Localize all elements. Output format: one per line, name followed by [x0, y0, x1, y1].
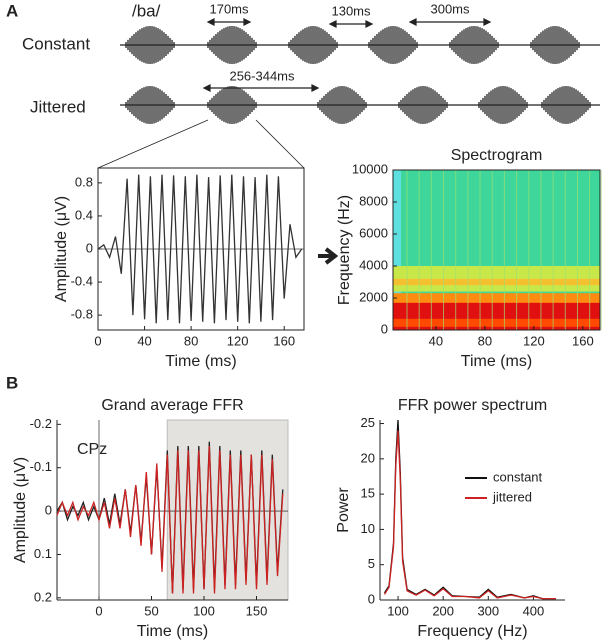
row-label: Jittered	[30, 97, 86, 116]
x-axis-label: Time (ms)	[165, 353, 236, 370]
y-tick-label: 2000	[359, 289, 388, 304]
y-tick-label: -0.2	[30, 416, 52, 431]
y-tick-label: -0.1	[30, 459, 52, 474]
x-axis-label: Time (ms)	[461, 353, 532, 370]
x-tick-label: 80	[184, 333, 198, 348]
arrows	[97, 18, 492, 265]
spectrogram-band	[393, 318, 600, 327]
y-tick-label: 0	[45, 503, 52, 518]
y-tick-label: 4000	[359, 257, 388, 272]
x-tick-label: 40	[137, 333, 151, 348]
y-tick-label: 0	[86, 240, 93, 255]
y-tick-label: -0.8	[71, 307, 93, 322]
y-tick-label: 8000	[359, 193, 388, 208]
x-tick-label: 80	[478, 333, 492, 348]
interval-label: 256-344ms	[229, 68, 295, 83]
x-tick-label: 160	[273, 333, 295, 348]
x-tick-label: 300	[477, 603, 499, 618]
interval-label: 170ms	[209, 1, 249, 16]
x-axis-label: Frequency (Hz)	[417, 623, 527, 640]
interval-label: 130ms	[331, 3, 371, 18]
y-tick-label: 0.4	[75, 207, 93, 222]
x-tick-label: 150	[246, 603, 268, 618]
y-tick-label: 10	[361, 521, 375, 536]
y-axis-label: Power	[335, 487, 352, 533]
data-line	[383, 419, 556, 600]
legend-label: jittered	[492, 489, 532, 504]
chart-title: Grand average FFR	[101, 397, 243, 414]
stimulus-burst	[478, 86, 528, 124]
row-label: Constant	[22, 34, 90, 53]
plot-frame	[392, 169, 601, 331]
x-tick-label: 0	[94, 333, 101, 348]
panel-label: A	[6, 1, 18, 20]
data-line	[383, 430, 556, 600]
y-tick-label: 15	[361, 486, 375, 501]
y-tick-label: 6000	[359, 225, 388, 240]
stimulus-burst	[207, 26, 257, 64]
x-tick-label: 0	[95, 603, 102, 618]
syllable-label: /ba/	[132, 1, 161, 20]
y-axis-label: Amplitude (μV)	[12, 457, 29, 563]
x-tick-label: 200	[432, 603, 454, 618]
interval-label: 300ms	[430, 1, 470, 16]
x-tick-label: 160	[572, 333, 594, 348]
y-tick-label: 10000	[352, 161, 388, 176]
x-tick-label: 120	[523, 333, 545, 348]
y-tick-label: 0.8	[75, 174, 93, 189]
chart-title: Spectrogram	[451, 147, 543, 164]
annotation: CPz	[77, 441, 107, 458]
x-tick-label: 100	[387, 603, 409, 618]
data-line	[56, 445, 284, 594]
x-tick-label: 40	[429, 333, 443, 348]
y-axis-label: Frequency (Hz)	[336, 195, 353, 305]
y-tick-label: 5	[368, 556, 375, 571]
legend-label: constant	[493, 469, 543, 484]
stimulus-burst	[398, 86, 448, 124]
y-tick-label: 0.2	[34, 589, 52, 604]
stimulus-burst	[288, 26, 338, 64]
data-line	[97, 174, 303, 324]
spectrogram-band	[393, 278, 600, 286]
y-tick-label: 25	[361, 415, 375, 430]
stimulus-burst	[125, 26, 175, 64]
stimulus-burst	[541, 86, 591, 124]
y-tick-label: -0.4	[71, 273, 93, 288]
y-tick-label: 0	[381, 321, 388, 336]
x-tick-label: 400	[523, 603, 545, 618]
spectrogram-bg	[393, 170, 401, 330]
x-axis-label: Time (ms)	[137, 623, 208, 640]
y-tick-label: 0.1	[34, 546, 52, 561]
y-tick-label: 20	[361, 450, 375, 465]
y-tick-label: 0	[368, 591, 375, 606]
stimulus-burst	[530, 26, 580, 64]
x-tick-label: 100	[193, 603, 215, 618]
chart-title: FFR power spectrum	[398, 397, 547, 414]
stimulus-burst	[125, 86, 175, 124]
stimulus-burst	[368, 26, 418, 64]
stimulus-burst	[449, 26, 499, 64]
panel-label: B	[6, 373, 18, 392]
y-axis-label: Amplitude (μV)	[53, 196, 70, 302]
x-tick-label: 50	[144, 603, 158, 618]
x-tick-label: 120	[227, 333, 249, 348]
stimulus-burst	[207, 86, 257, 124]
stimulus-burst	[317, 86, 367, 124]
